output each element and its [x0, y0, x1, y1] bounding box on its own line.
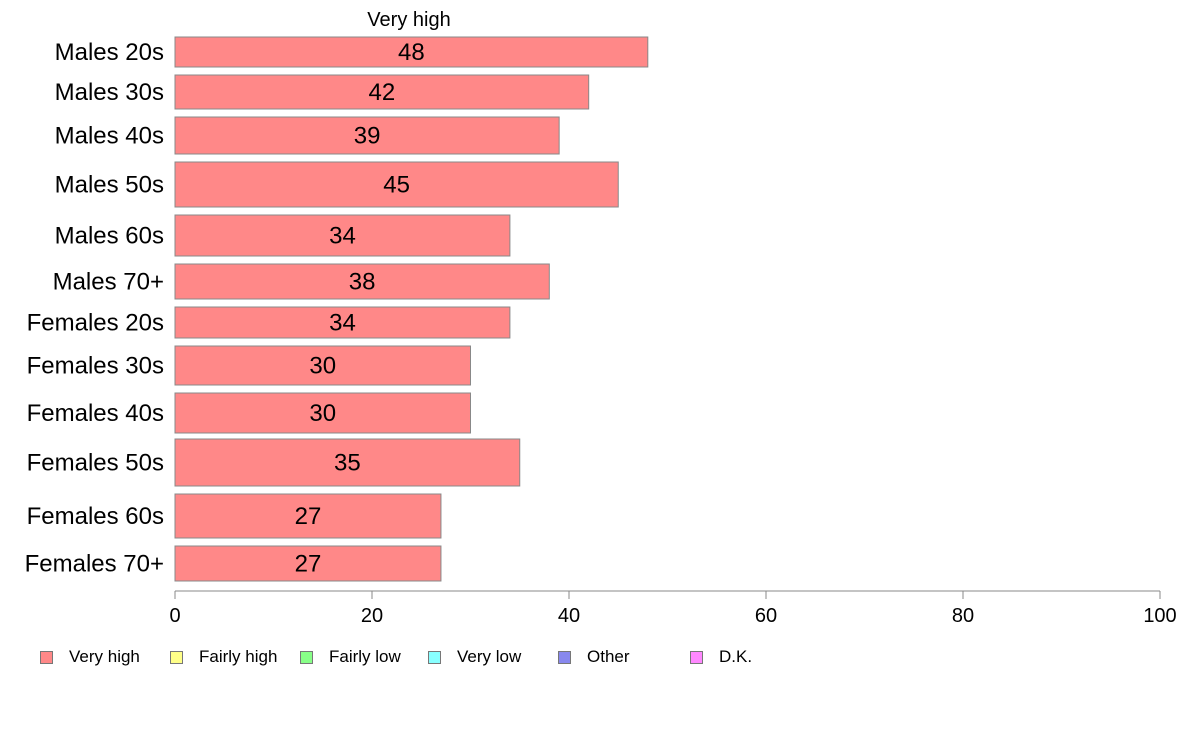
legend-swatch-0: [40, 650, 53, 664]
legend-label-2: Fairly low: [329, 647, 401, 666]
x-tick-label-2: 40: [558, 605, 580, 627]
category-label-6: Females 20s: [27, 310, 164, 337]
category-label-10: Females 60s: [27, 503, 164, 530]
bar-10: [174, 493, 442, 539]
x-tick-label-4: 80: [952, 605, 974, 627]
x-tick-label-1: 20: [361, 605, 383, 627]
value-label-9: 35: [334, 450, 361, 477]
bar-5: [174, 263, 550, 300]
legend: Very high Fairly high Fairly low Very low Ot…: [40, 646, 1140, 668]
legend-swatch-5: [690, 650, 703, 664]
value-label-4: 34: [329, 223, 356, 250]
legend-item-0: Very high: [40, 646, 140, 668]
bar-4: [174, 214, 511, 257]
legend-swatch-3: [428, 650, 441, 664]
legend-item-1: Fairly high: [170, 646, 277, 668]
panel-title: Very high: [367, 9, 450, 31]
legend-swatch-1: [170, 650, 183, 664]
value-label-6: 34: [329, 310, 356, 337]
bar-9: [174, 438, 521, 487]
bar-0: [174, 36, 649, 68]
bar-11: [174, 545, 442, 582]
x-tick-label-0: 0: [169, 605, 180, 627]
category-label-8: Females 40s: [27, 400, 164, 427]
category-label-1: Males 30s: [55, 79, 164, 106]
legend-label-0: Very high: [69, 647, 140, 666]
legend-item-2: Fairly low: [300, 646, 401, 668]
category-label-4: Males 60s: [55, 223, 164, 250]
x-tick-label-3: 60: [755, 605, 777, 627]
legend-label-1: Fairly high: [199, 647, 278, 666]
category-label-7: Females 30s: [27, 353, 164, 380]
category-label-0: Males 20s: [55, 39, 164, 66]
value-label-0: 48: [398, 39, 425, 66]
bar-2: [174, 116, 560, 155]
value-label-3: 45: [383, 172, 410, 199]
value-label-11: 27: [295, 551, 322, 578]
legend-label-5: D.K.: [719, 647, 753, 666]
category-label-11: Females 70+: [25, 551, 164, 578]
category-label-3: Males 50s: [55, 172, 164, 199]
x-tick-label-5: 100: [1143, 605, 1176, 627]
value-label-8: 30: [309, 400, 336, 427]
bar-3: [174, 161, 619, 208]
legend-item-3: Very low: [428, 646, 521, 668]
value-label-10: 27: [295, 503, 322, 530]
value-label-5: 38: [349, 269, 376, 296]
legend-item-4: Other: [558, 646, 630, 668]
bar-7: [174, 345, 471, 386]
category-label-9: Females 50s: [27, 450, 164, 477]
legend-label-4: Other: [587, 647, 630, 666]
bar-1: [174, 74, 590, 110]
category-label-2: Males 40s: [55, 123, 164, 150]
value-label-2: 39: [354, 123, 381, 150]
bar-8: [174, 392, 471, 434]
category-label-5: Males 70+: [53, 269, 164, 296]
bar-6: [174, 306, 511, 339]
x-axis: 0 20 40 60 80 100: [169, 590, 1177, 627]
legend-swatch-4: [558, 650, 571, 664]
legend-item-5: D.K.: [690, 646, 752, 668]
legend-label-3: Very low: [457, 647, 522, 666]
value-label-7: 30: [309, 353, 336, 380]
value-label-1: 42: [368, 79, 395, 106]
legend-swatch-2: [300, 650, 313, 664]
bar-group: Males 20s 48 Males 30s 42 Males 40s 39 Males 5…: [25, 36, 649, 582]
